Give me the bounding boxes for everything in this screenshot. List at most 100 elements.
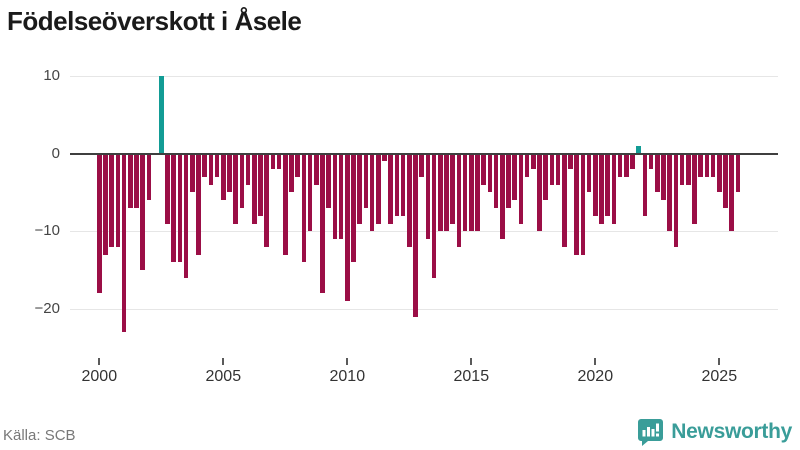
bar-2001-Q3 xyxy=(134,153,139,209)
bar-2022-Q1 xyxy=(642,153,648,216)
bar-2018-Q1 xyxy=(543,153,548,201)
bar-2023-Q3 xyxy=(679,153,685,185)
bar-2007-Q4 xyxy=(289,153,294,193)
bar-2024-Q3 xyxy=(704,153,710,177)
bar-2017-Q3 xyxy=(531,153,536,170)
bar-2005-Q4 xyxy=(239,153,245,209)
bar-2008-Q4 xyxy=(314,153,319,185)
bar-2020-Q4 xyxy=(611,153,617,224)
bar-2013-Q2 xyxy=(425,153,431,240)
x-axis-label: 2000 xyxy=(81,368,118,385)
bar-2007-Q3 xyxy=(283,153,288,255)
bar-2006-Q1 xyxy=(245,153,251,185)
bar-2012-Q2 xyxy=(400,153,406,216)
bar-2011-Q4 xyxy=(388,153,393,224)
speech-bubble-bar-chart-icon xyxy=(638,418,664,446)
bar-2010-Q2 xyxy=(351,153,356,263)
bar-2020-Q3 xyxy=(605,153,610,216)
bar-2006-Q3 xyxy=(258,153,263,216)
bar-2009-Q1 xyxy=(320,153,325,294)
bar-2004-Q1 xyxy=(196,153,201,255)
bar-2023-Q1 xyxy=(667,153,672,232)
bar-2016-Q3 xyxy=(506,153,511,209)
bar-2018-Q3 xyxy=(555,153,561,185)
plot-area xyxy=(70,76,778,357)
bar-2015-Q2 xyxy=(475,153,480,232)
bar-2024-Q4 xyxy=(710,153,716,177)
bar-2012-Q3 xyxy=(407,153,412,247)
bar-2009-Q4 xyxy=(338,153,344,240)
bar-2021-Q4 xyxy=(636,145,641,154)
bar-2008-Q1 xyxy=(295,153,300,177)
bar-2003-Q1 xyxy=(171,153,176,263)
bar-2019-Q3 xyxy=(580,153,586,255)
bar-2006-Q4 xyxy=(264,153,269,247)
bar-2011-Q1 xyxy=(369,153,375,232)
bar-2002-Q3 xyxy=(159,76,164,154)
bar-2012-Q4 xyxy=(413,153,418,317)
bar-2014-Q1 xyxy=(444,153,449,232)
bar-2025-Q1 xyxy=(717,153,722,193)
bar-2013-Q4 xyxy=(438,153,443,232)
bar-2025-Q4 xyxy=(735,153,741,193)
bar-2000-Q3 xyxy=(109,153,114,247)
bar-2001-Q2 xyxy=(128,153,133,209)
newsworthy-logo: Newsworthy xyxy=(637,416,792,448)
bar-2003-Q2 xyxy=(177,153,183,263)
gridline xyxy=(70,231,778,233)
bar-2000-Q4 xyxy=(115,153,121,247)
source-label: Källa: SCB xyxy=(3,427,76,444)
bar-2001-Q4 xyxy=(140,153,145,271)
bar-2020-Q1 xyxy=(593,153,598,216)
bar-2007-Q1 xyxy=(270,153,276,170)
y-axis-label: 0 xyxy=(51,144,60,162)
bar-2008-Q3 xyxy=(307,153,313,232)
bar-2021-Q2 xyxy=(624,153,629,177)
bar-2014-Q2 xyxy=(450,153,455,224)
bar-2014-Q4 xyxy=(462,153,468,232)
bar-2024-Q2 xyxy=(698,153,703,177)
bar-2023-Q2 xyxy=(673,153,679,247)
bar-2016-Q1 xyxy=(493,153,499,209)
bar-2000-Q1 xyxy=(97,153,102,294)
x-axis-label: 2005 xyxy=(205,368,242,385)
newsworthy-wordmark: Newsworthy xyxy=(671,420,792,443)
bar-2021-Q1 xyxy=(617,153,623,177)
bar-2002-Q1 xyxy=(146,153,152,201)
bar-2025-Q3 xyxy=(729,153,734,232)
bar-2023-Q4 xyxy=(686,153,691,185)
y-axis-label: −20 xyxy=(34,300,60,317)
bar-2011-Q3 xyxy=(382,153,387,162)
zero-line xyxy=(70,152,778,155)
bar-2003-Q4 xyxy=(190,153,195,193)
x-axis-label: 2015 xyxy=(453,368,490,385)
bar-2005-Q2 xyxy=(227,153,232,193)
bar-2002-Q4 xyxy=(165,153,170,224)
x-axis-tick xyxy=(98,358,101,365)
bar-2006-Q2 xyxy=(252,153,257,224)
bar-2007-Q2 xyxy=(276,153,282,170)
bar-2024-Q1 xyxy=(692,153,697,224)
bar-2000-Q2 xyxy=(103,153,108,255)
bar-2018-Q4 xyxy=(562,153,567,247)
bar-2017-Q4 xyxy=(537,153,542,232)
bar-2013-Q1 xyxy=(419,153,424,177)
bar-2025-Q2 xyxy=(723,153,728,209)
bar-2019-Q2 xyxy=(574,153,579,255)
gridline xyxy=(70,309,778,310)
bar-2022-Q2 xyxy=(648,153,654,170)
bar-2010-Q3 xyxy=(357,153,362,224)
bar-2017-Q1 xyxy=(518,153,524,224)
x-axis-label: 2025 xyxy=(701,368,738,385)
bar-2015-Q4 xyxy=(487,153,493,193)
bar-2001-Q1 xyxy=(121,153,127,333)
y-axis-label: 10 xyxy=(43,67,60,84)
bar-2008-Q2 xyxy=(301,153,307,263)
bar-2016-Q4 xyxy=(512,153,517,201)
bar-2012-Q1 xyxy=(394,153,400,216)
bar-2013-Q3 xyxy=(431,153,437,278)
gridline xyxy=(70,76,778,77)
bar-2016-Q2 xyxy=(500,153,505,240)
bar-2018-Q2 xyxy=(549,153,555,185)
bar-2015-Q3 xyxy=(481,153,486,185)
